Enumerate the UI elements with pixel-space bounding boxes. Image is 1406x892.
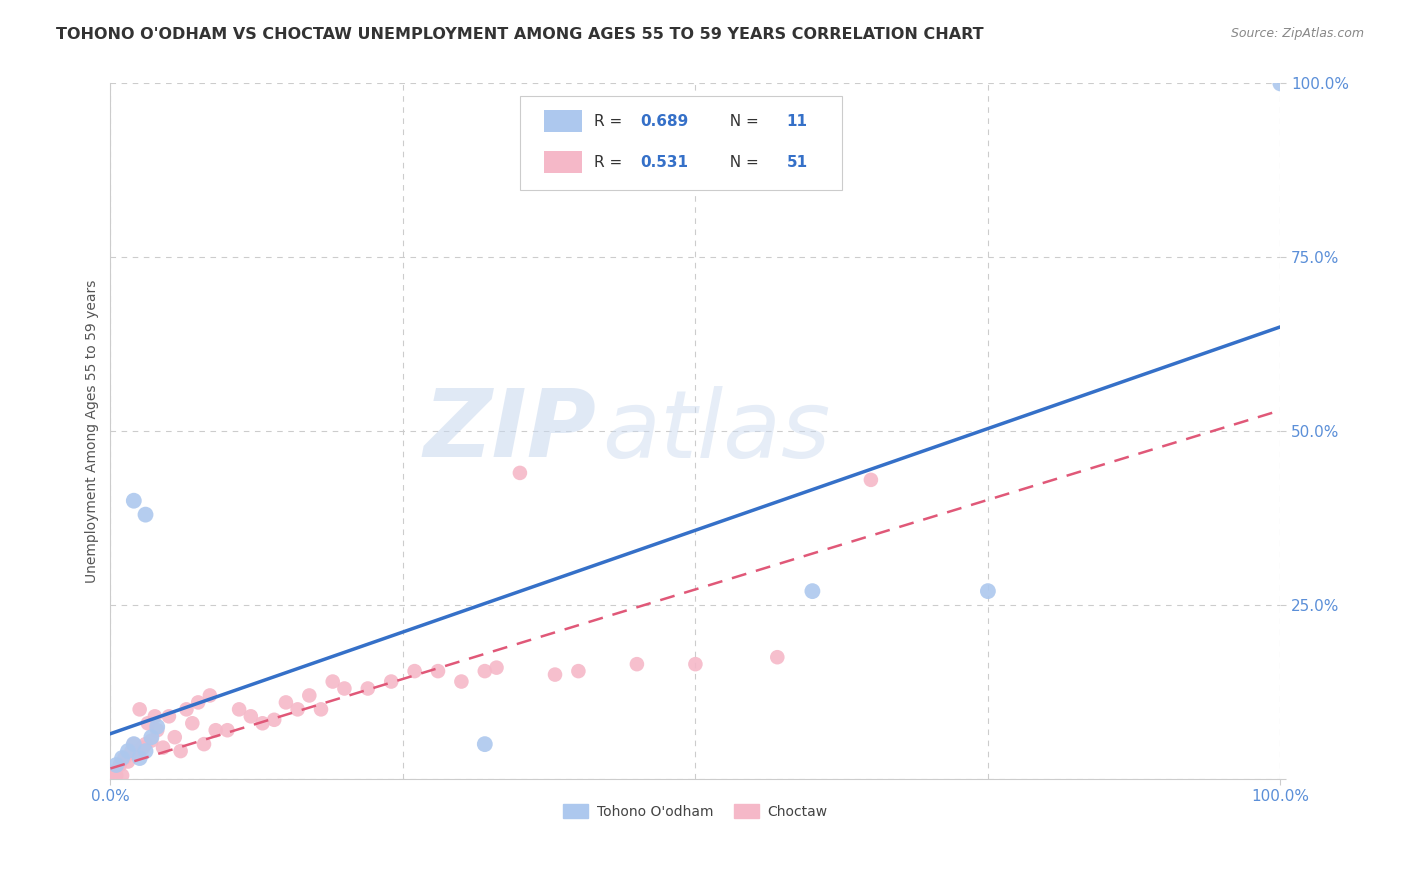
Point xyxy=(404,664,426,678)
Point xyxy=(132,740,155,755)
Point xyxy=(252,716,274,731)
Text: 0.531: 0.531 xyxy=(640,154,689,169)
Text: 0.689: 0.689 xyxy=(640,113,689,128)
FancyBboxPatch shape xyxy=(544,151,582,173)
Point xyxy=(152,740,174,755)
Text: 11: 11 xyxy=(787,113,807,128)
Point xyxy=(239,709,262,723)
Point xyxy=(105,758,128,772)
Point xyxy=(450,674,472,689)
Point xyxy=(274,695,297,709)
Text: ZIP: ZIP xyxy=(423,385,596,477)
Point xyxy=(380,674,402,689)
Point xyxy=(141,733,163,747)
Point xyxy=(117,744,139,758)
Point xyxy=(111,751,134,765)
Point xyxy=(567,664,589,678)
Point xyxy=(114,751,136,765)
Point xyxy=(181,716,204,731)
Point xyxy=(977,584,1000,599)
Point xyxy=(801,584,824,599)
Point xyxy=(187,695,209,709)
Point xyxy=(122,737,145,751)
FancyBboxPatch shape xyxy=(520,96,842,190)
Point xyxy=(141,730,163,744)
Point xyxy=(287,702,309,716)
Point xyxy=(128,702,150,716)
Point xyxy=(157,709,180,723)
Point xyxy=(136,716,159,731)
Text: R =: R = xyxy=(593,154,627,169)
Point xyxy=(474,737,496,751)
Point xyxy=(357,681,380,696)
Point xyxy=(128,751,150,765)
Point xyxy=(859,473,882,487)
Point xyxy=(163,730,186,744)
Point xyxy=(122,737,145,751)
Point xyxy=(176,702,198,716)
Text: Source: ZipAtlas.com: Source: ZipAtlas.com xyxy=(1230,27,1364,40)
Point xyxy=(322,674,344,689)
Point xyxy=(333,681,356,696)
Point xyxy=(198,689,221,703)
Point xyxy=(309,702,332,716)
Point xyxy=(134,508,156,522)
Point xyxy=(217,723,239,738)
Point xyxy=(228,702,250,716)
Text: atlas: atlas xyxy=(602,385,830,476)
Point xyxy=(125,747,148,762)
Point xyxy=(485,660,508,674)
Point xyxy=(146,720,169,734)
Point xyxy=(298,689,321,703)
Point xyxy=(1270,77,1292,91)
Legend: Tohono O'odham, Choctaw: Tohono O'odham, Choctaw xyxy=(558,798,832,824)
Point xyxy=(474,664,496,678)
Point xyxy=(204,723,226,738)
Point xyxy=(626,657,648,672)
Point xyxy=(105,768,128,782)
Point xyxy=(134,737,156,751)
Point xyxy=(509,466,531,480)
FancyBboxPatch shape xyxy=(544,110,582,132)
Point xyxy=(117,755,139,769)
Point xyxy=(193,737,215,751)
Point xyxy=(143,709,166,723)
Point xyxy=(263,713,285,727)
Text: N =: N = xyxy=(720,154,763,169)
Point xyxy=(544,667,567,681)
Point xyxy=(111,768,134,782)
Point xyxy=(146,723,169,738)
Point xyxy=(101,764,124,779)
Point xyxy=(122,493,145,508)
Y-axis label: Unemployment Among Ages 55 to 59 years: Unemployment Among Ages 55 to 59 years xyxy=(86,279,100,582)
Point xyxy=(108,758,131,772)
Point xyxy=(169,744,191,758)
Text: R =: R = xyxy=(593,113,627,128)
Text: N =: N = xyxy=(720,113,763,128)
Text: 51: 51 xyxy=(787,154,808,169)
Point xyxy=(685,657,707,672)
Point xyxy=(134,744,156,758)
Point xyxy=(121,744,143,758)
Point xyxy=(427,664,450,678)
Point xyxy=(766,650,789,665)
Text: TOHONO O'ODHAM VS CHOCTAW UNEMPLOYMENT AMONG AGES 55 TO 59 YEARS CORRELATION CHA: TOHONO O'ODHAM VS CHOCTAW UNEMPLOYMENT A… xyxy=(56,27,984,42)
